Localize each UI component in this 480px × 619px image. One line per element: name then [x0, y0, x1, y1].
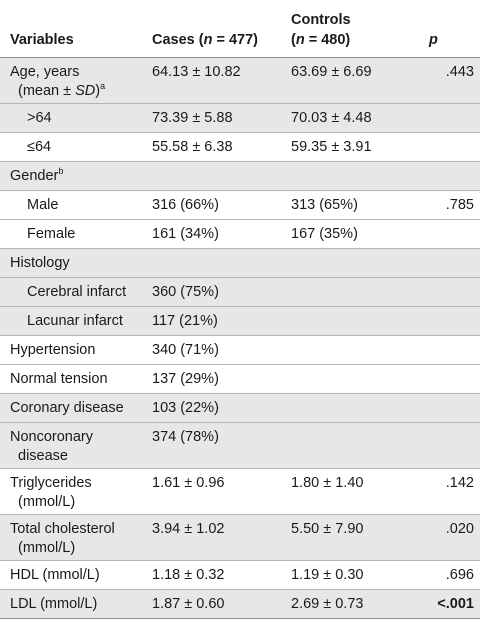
table-row: Histology: [0, 247, 480, 277]
table-row: Total cholesterol (mmol/L) 3.94 ± 1.02 5.…: [0, 513, 480, 560]
cases-value: 103 (22%): [148, 392, 287, 422]
header-p: p: [411, 0, 480, 58]
cases-value: 316 (66%): [148, 189, 287, 219]
table-row: Female 161 (34%) 167 (35%): [0, 218, 480, 248]
table-row: Lacunar infarct 117 (21%): [0, 305, 480, 335]
controls-value: 2.69 ± 0.73: [287, 588, 411, 618]
controls-value: [287, 334, 411, 364]
controls-value: [287, 421, 411, 468]
p-value: [411, 160, 480, 190]
row-label: Total cholesterol (mmol/L): [0, 513, 148, 560]
controls-value: [287, 392, 411, 422]
table-row: Coronary disease 103 (22%): [0, 392, 480, 422]
row-label: LDL (mmol/L): [0, 588, 148, 618]
p-value: [411, 334, 480, 364]
p-value: <.001: [411, 588, 480, 618]
p-value: [411, 247, 480, 277]
row-label: Histology: [0, 247, 148, 277]
row-label: HDL (mmol/L): [0, 559, 148, 589]
cases-value: [148, 160, 287, 190]
controls-value: [287, 305, 411, 335]
cases-value: 64.13 ± 10.82: [148, 57, 287, 103]
p-value: [411, 421, 480, 468]
table-row: HDL (mmol/L) 1.18 ± 0.32 1.19 ± 0.30 .69…: [0, 559, 480, 589]
header-row: Variables Cases (n = 477) Controls (n = 4…: [0, 0, 480, 58]
controls-value: 63.69 ± 6.69: [287, 57, 411, 103]
cases-value: 137 (29%): [148, 363, 287, 393]
p-value: [411, 305, 480, 335]
controls-value: 313 (65%): [287, 189, 411, 219]
controls-value: 1.19 ± 0.30: [287, 559, 411, 589]
controls-value: 5.50 ± 7.90: [287, 513, 411, 560]
controls-value: [287, 160, 411, 190]
p-value: [411, 218, 480, 248]
table-row: Male 316 (66%) 313 (65%) .785: [0, 189, 480, 219]
row-label: Noncoronary disease: [0, 421, 148, 468]
cases-value: 1.61 ± 0.96: [148, 467, 287, 514]
p-value: [411, 392, 480, 422]
header-controls: Controls (n = 480): [287, 0, 411, 58]
cases-value: 73.39 ± 5.88: [148, 102, 287, 132]
cases-value: [148, 247, 287, 277]
table-row: Hypertension 340 (71%): [0, 334, 480, 364]
row-label: Age, years (mean ± SD)a: [0, 57, 148, 103]
controls-value: [287, 276, 411, 306]
row-label: Hypertension: [0, 334, 148, 364]
table-row: LDL (mmol/L) 1.87 ± 0.60 2.69 ± 0.73 <.0…: [0, 588, 480, 618]
cases-value: 340 (71%): [148, 334, 287, 364]
table-row: ≤64 55.58 ± 6.38 59.35 ± 3.91: [0, 131, 480, 161]
table-row: >64 73.39 ± 5.88 70.03 ± 4.48: [0, 102, 480, 132]
row-label: Lacunar infarct: [0, 305, 148, 335]
p-value: .020: [411, 513, 480, 560]
row-label: ≤64: [0, 131, 148, 161]
cases-value: 55.58 ± 6.38: [148, 131, 287, 161]
table-row: Noncoronary disease 374 (78%): [0, 421, 480, 468]
row-label: >64: [0, 102, 148, 132]
cases-value: 117 (21%): [148, 305, 287, 335]
row-label: Triglycerides (mmol/L): [0, 467, 148, 514]
cases-value: 1.18 ± 0.32: [148, 559, 287, 589]
header-cases: Cases (n = 477): [148, 0, 287, 58]
cases-value: 3.94 ± 1.02: [148, 513, 287, 560]
row-label: Cerebral infarct: [0, 276, 148, 306]
row-label: Coronary disease: [0, 392, 148, 422]
p-value: .142: [411, 467, 480, 514]
p-value: .785: [411, 189, 480, 219]
controls-value: 70.03 ± 4.48: [287, 102, 411, 132]
cases-value: 161 (34%): [148, 218, 287, 248]
cases-value: 360 (75%): [148, 276, 287, 306]
table-row: Cerebral infarct 360 (75%): [0, 276, 480, 306]
p-value: .443: [411, 57, 480, 103]
cases-value: 1.87 ± 0.60: [148, 588, 287, 618]
p-value: [411, 276, 480, 306]
table-row: Normal tension 137 (29%): [0, 363, 480, 393]
controls-value: [287, 363, 411, 393]
cases-value: 374 (78%): [148, 421, 287, 468]
p-value: .696: [411, 559, 480, 589]
table-row: Genderb: [0, 160, 480, 190]
row-label: Normal tension: [0, 363, 148, 393]
controls-value: 59.35 ± 3.91: [287, 131, 411, 161]
p-value: [411, 102, 480, 132]
table-row: Triglycerides (mmol/L) 1.61 ± 0.96 1.80 ±…: [0, 467, 480, 514]
controls-value: 167 (35%): [287, 218, 411, 248]
row-label: Male: [0, 189, 148, 219]
table-row: Age, years (mean ± SD)a 64.13 ± 10.82 63.…: [0, 57, 480, 103]
p-value: [411, 131, 480, 161]
header-variables: Variables: [0, 0, 148, 58]
controls-value: [287, 247, 411, 277]
controls-value: 1.80 ± 1.40: [287, 467, 411, 514]
row-label: Genderb: [0, 160, 148, 190]
p-value: [411, 363, 480, 393]
row-label: Female: [0, 218, 148, 248]
